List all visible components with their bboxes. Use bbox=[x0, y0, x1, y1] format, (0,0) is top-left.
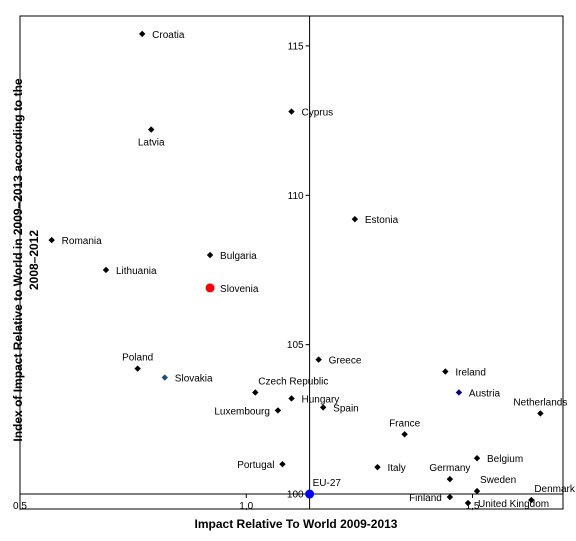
data-points bbox=[48, 30, 544, 507]
label-latvia: Latvia bbox=[138, 138, 165, 149]
label-ireland: Ireland bbox=[455, 368, 486, 379]
label-germany: Germany bbox=[429, 463, 470, 474]
label-austria: Austria bbox=[469, 388, 501, 399]
data-labels: Croatia Cyprus Latvia Estonia Romania Bulgari… bbox=[62, 30, 576, 510]
label-greece: Greece bbox=[329, 356, 362, 367]
label-sweden: Sweden bbox=[480, 475, 516, 486]
point-united-kingdom bbox=[464, 499, 472, 507]
label-slovenia: Slovenia bbox=[220, 284, 259, 295]
point-eu-27 bbox=[305, 489, 315, 499]
point-spain bbox=[319, 404, 327, 411]
x-axis-ticks: 0,5 1,0 1,5 bbox=[13, 494, 480, 512]
point-slovakia bbox=[161, 374, 168, 381]
label-united-kingdom: United Kingdom bbox=[478, 499, 549, 510]
y-axis-title-line-1: Index of Impact Relative to World in 200… bbox=[11, 78, 25, 442]
point-germany bbox=[446, 475, 454, 483]
y-tick-label: 115 bbox=[288, 41, 304, 52]
label-cyprus: Cyprus bbox=[302, 108, 334, 119]
x-tick-label: 1,0 bbox=[239, 501, 253, 512]
label-france: France bbox=[389, 418, 421, 429]
point-hungary bbox=[288, 395, 295, 402]
point-luxembourg bbox=[274, 407, 282, 414]
label-denmark: Denmark bbox=[534, 484, 576, 495]
label-portugal: Portugal bbox=[237, 460, 274, 471]
point-slovenia bbox=[205, 283, 215, 293]
point-portugal bbox=[279, 460, 286, 468]
x-tick-label: 0,5 bbox=[13, 501, 27, 512]
label-romania: Romania bbox=[62, 236, 102, 247]
point-lithuania bbox=[102, 266, 110, 274]
label-poland: Poland bbox=[122, 353, 153, 364]
label-spain: Spain bbox=[333, 403, 359, 414]
point-romania bbox=[48, 236, 55, 244]
point-bulgaria bbox=[206, 251, 214, 259]
point-belgium bbox=[473, 455, 481, 462]
y-axis-title-line-2: 2008–2012 bbox=[27, 230, 41, 290]
y-tick-label: 100 bbox=[287, 490, 304, 501]
point-croatia bbox=[138, 30, 146, 38]
point-poland bbox=[134, 365, 141, 372]
x-axis-title: Impact Relative To World 2009-2013 bbox=[195, 517, 398, 531]
point-cyprus bbox=[288, 108, 295, 115]
y-axis-title: Index of Impact Relative to World in 200… bbox=[11, 78, 41, 442]
point-netherlands bbox=[537, 410, 544, 417]
y-tick-label: 105 bbox=[287, 340, 304, 351]
point-finland bbox=[446, 493, 454, 501]
label-eu-27: EU-27 bbox=[313, 478, 342, 489]
label-italy: Italy bbox=[387, 463, 405, 474]
point-czech-republic bbox=[252, 389, 259, 396]
label-finland: Finland bbox=[409, 493, 442, 504]
point-france bbox=[401, 431, 408, 438]
label-lithuania: Lithuania bbox=[116, 266, 157, 277]
label-slovakia: Slovakia bbox=[175, 374, 213, 385]
point-greece bbox=[315, 356, 322, 363]
label-belgium: Belgium bbox=[487, 454, 523, 465]
point-italy bbox=[374, 463, 381, 471]
point-austria bbox=[455, 389, 463, 396]
point-sweden bbox=[473, 487, 481, 495]
label-estonia: Estonia bbox=[365, 215, 399, 226]
point-denmark bbox=[528, 496, 535, 504]
label-czech-republic: Czech Republic bbox=[258, 376, 328, 387]
point-estonia bbox=[351, 215, 359, 223]
plot-area bbox=[19, 15, 564, 510]
label-luxembourg: Luxembourg bbox=[214, 406, 270, 417]
y-tick-label: 110 bbox=[288, 191, 304, 202]
label-hungary: Hungary bbox=[302, 394, 340, 405]
label-croatia: Croatia bbox=[152, 30, 185, 41]
point-ireland bbox=[442, 368, 449, 375]
label-bulgaria: Bulgaria bbox=[220, 251, 257, 262]
label-netherlands: Netherlands bbox=[513, 397, 567, 408]
point-latvia bbox=[148, 126, 155, 133]
x-tick-label: 1,5 bbox=[466, 501, 480, 512]
